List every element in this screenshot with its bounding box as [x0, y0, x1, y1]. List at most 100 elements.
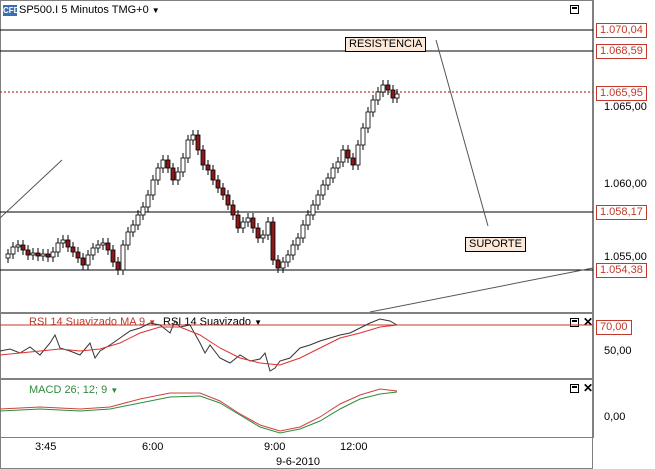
candle-body [390, 89, 396, 99]
candle-body [200, 149, 206, 166]
candle-body [30, 252, 36, 256]
candle-body [145, 194, 151, 208]
candle-body [140, 206, 146, 216]
price-candles [0, 29, 593, 313]
candle-body [380, 84, 386, 93]
candle-body [370, 99, 376, 113]
rsi-signal-line [0, 324, 398, 366]
candle-body [345, 149, 351, 159]
candle-body [260, 234, 266, 239]
candle-body [335, 161, 341, 169]
candle-body [315, 194, 321, 206]
candle-body [305, 214, 311, 226]
candle-body [25, 249, 31, 256]
chevron-down-icon: ▼ [110, 386, 119, 395]
date-label: 9-6-2010 [276, 456, 321, 468]
candle-body [280, 261, 286, 269]
candle-body [365, 111, 371, 129]
chevron-down-icon: ▼ [151, 6, 160, 15]
close-icon[interactable]: ✕ [583, 315, 594, 329]
candle-body [10, 246, 16, 255]
candle-body [245, 217, 251, 223]
candle-body [340, 149, 346, 163]
candle-body [120, 244, 126, 271]
candle-body [175, 171, 181, 181]
candle-body [285, 254, 291, 263]
candle-body [20, 244, 26, 251]
candle-body [325, 177, 331, 186]
candle-body [85, 254, 91, 266]
candle-body [35, 252, 41, 257]
price-label-1: 1.070,04 [596, 23, 647, 38]
candle-body [190, 134, 196, 141]
time-tick-2: 6:00 [142, 441, 164, 453]
candle-body [225, 194, 231, 206]
candle-body [235, 214, 241, 229]
resistance-note[interactable]: RESISTENCIA [345, 37, 427, 52]
candle-body [65, 239, 71, 248]
candle-body [45, 253, 51, 258]
candle-body [215, 179, 221, 189]
candle-body [295, 237, 301, 246]
macd-lines [0, 388, 398, 434]
candle-body [320, 184, 326, 196]
price-tick-2: 1.060,00 [604, 178, 647, 190]
maximize-icon[interactable] [570, 384, 579, 393]
rsi-pane[interactable]: RSI 14 Suavizado MA 9 ▼ RSI 14 Suavizado… [0, 313, 593, 379]
candle-body [80, 257, 86, 266]
price-label-5: 1.054,38 [596, 263, 647, 278]
candle-body [40, 253, 46, 257]
price-chart-pane[interactable]: CFD SP500.I 5 Minutos TMG+0 ▼ [0, 0, 593, 313]
candle-body [210, 169, 216, 181]
candle-body [60, 239, 66, 244]
price-tick-3: 1.055,00 [604, 251, 647, 263]
rsi-axis: 70,00 50,00 [593, 313, 655, 379]
candle-body [275, 259, 281, 269]
price-label-current: 1.065,95 [596, 86, 647, 101]
candle-body [330, 167, 336, 179]
trend-line-up [369, 267, 593, 313]
instrument-title[interactable]: SP500.I 5 Minutos TMG+0 ▼ [19, 4, 160, 16]
candle-body [350, 157, 356, 166]
candle-body [165, 159, 171, 169]
candle-body [105, 242, 111, 251]
candle-body [125, 231, 131, 246]
candle-body [385, 84, 391, 91]
trend-line-down [435, 39, 489, 227]
candle-body [290, 244, 296, 256]
candle-body [135, 214, 141, 226]
candle-body [95, 244, 101, 249]
candle-body [155, 167, 161, 181]
candle-body [90, 247, 96, 256]
candle-body [55, 242, 61, 253]
candle-body [170, 167, 176, 181]
price-label-4: 1.058,17 [596, 205, 647, 220]
macd-line [0, 388, 398, 432]
rsi-line [0, 318, 398, 372]
support-note[interactable]: SUPORTE [465, 237, 526, 252]
close-icon[interactable]: ✕ [583, 381, 594, 395]
time-tick-4: 12:00 [340, 441, 368, 453]
maximize-icon[interactable] [570, 318, 579, 327]
candle-body [185, 139, 191, 159]
candle-body [195, 134, 201, 151]
candle-body [250, 217, 256, 229]
candle-body [255, 227, 261, 239]
candle-body [110, 249, 116, 263]
candle-body [394, 93, 400, 99]
macd-axis: 0,00 [593, 379, 655, 438]
candle-body [300, 224, 306, 239]
maximize-icon[interactable] [570, 5, 579, 14]
macd-title-label: MACD 26; 12; 9 [29, 384, 108, 396]
price-axis: 1.070,04 1.068,59 1.065,95 1.065,00 1.06… [593, 0, 655, 313]
trend-line-left [0, 159, 63, 219]
candle-body [240, 221, 246, 229]
candle-body [205, 164, 211, 171]
macd-title[interactable]: MACD 26; 12; 9 ▼ [29, 384, 118, 396]
candle-body [355, 144, 361, 166]
candle-body [220, 187, 226, 196]
candle-body [100, 242, 106, 246]
candle-body [70, 246, 76, 253]
candle-body [375, 91, 381, 101]
candle-body [360, 127, 366, 146]
